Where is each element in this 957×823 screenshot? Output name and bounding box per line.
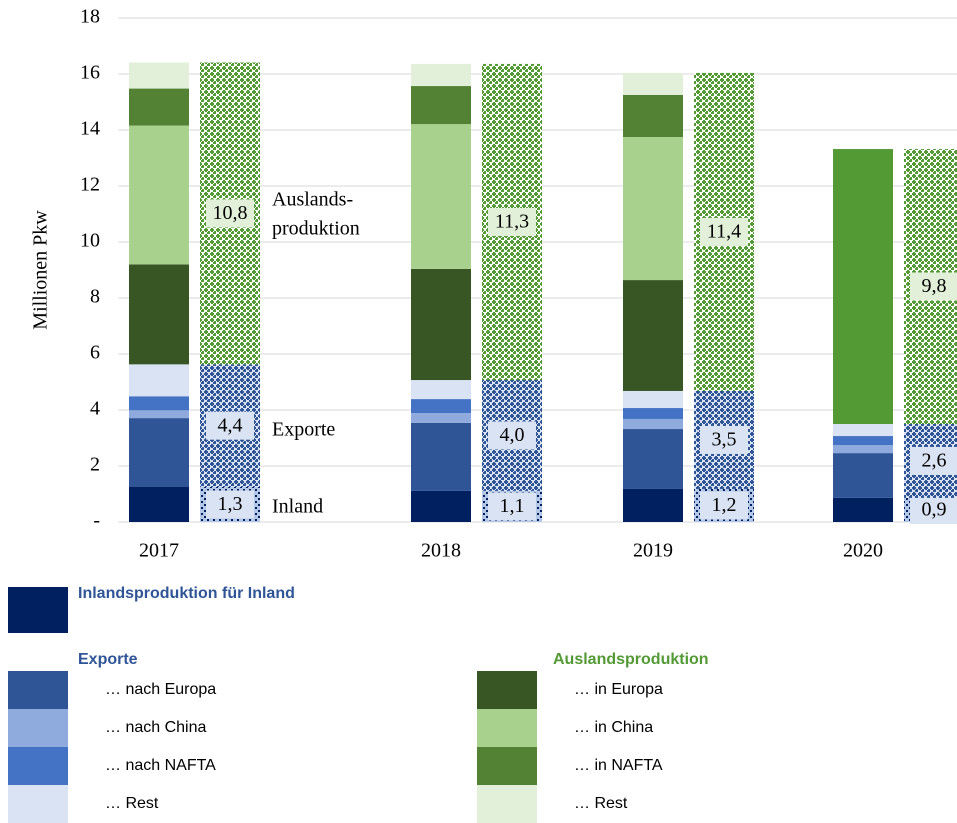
bar-segment: [411, 268, 471, 381]
y-tick-label: 4: [90, 398, 100, 420]
x-tick-label: 2020: [843, 540, 883, 562]
y-tick-label: 16: [80, 62, 100, 84]
bar-segment: [411, 86, 471, 125]
value-label: 11,4: [707, 221, 741, 243]
bar-segment: [623, 488, 683, 522]
value-label: 9,8: [922, 275, 947, 297]
bar-segment: [833, 436, 893, 445]
x-tick-label: 2019: [633, 540, 673, 562]
y-tick-label: 8: [90, 286, 100, 308]
value-label: 11,3: [495, 211, 529, 233]
legend-swatch: [477, 785, 537, 823]
value-label-box: [206, 411, 254, 440]
bar-segment: [623, 95, 683, 137]
bar-segment: [129, 88, 189, 126]
value-label-box: [488, 421, 536, 450]
legend-group-title: Exporte: [78, 651, 138, 668]
legend-swatch: [8, 671, 68, 709]
value-label-box: [700, 425, 748, 454]
bar-segment: [833, 445, 893, 454]
legend-group-title: Auslandsproduktion: [553, 651, 709, 668]
legend-swatch: [477, 709, 537, 747]
x-tick-label: 2017: [139, 540, 179, 562]
legend-label: … nach NAFTA: [105, 757, 216, 774]
value-label-box: [700, 217, 748, 246]
value-label-box: [910, 272, 957, 301]
y-tick-label: -: [93, 510, 100, 532]
bar-segment: [129, 396, 189, 411]
value-label: 4,4: [218, 414, 243, 436]
legend-label: Inlandsproduktion für Inland: [78, 585, 295, 602]
value-label: 2,6: [922, 450, 947, 472]
bar-segment: [129, 264, 189, 365]
bar-segment: [623, 280, 683, 391]
bar-segment: [833, 149, 893, 425]
value-label-box: [488, 207, 536, 236]
bar-segment: [411, 422, 471, 491]
legend-swatch: [477, 747, 537, 785]
bar-segment: [129, 62, 189, 89]
value-label-box: [488, 492, 536, 521]
y-tick-label: 18: [80, 6, 100, 28]
y-tick-label: 10: [80, 230, 100, 252]
bar-segment: [623, 429, 683, 489]
annotation: Exporte: [272, 419, 335, 441]
bar-segment: [129, 487, 189, 522]
value-label-box: [206, 490, 254, 519]
value-label: 3,5: [712, 429, 737, 451]
legend-swatch: [8, 785, 68, 823]
value-label-box: [910, 446, 957, 475]
y-tick-label: 12: [80, 174, 100, 196]
legend-label: … in Europa: [574, 681, 663, 698]
y-axis-label: Millionen Pkw: [30, 210, 52, 330]
y-tick-label: 2: [90, 454, 100, 476]
value-label: 1,1: [500, 495, 525, 517]
bar-segment: [129, 364, 189, 397]
legend-label: … in NAFTA: [574, 757, 663, 774]
annotation: produktion: [272, 218, 360, 240]
bar-segment: [411, 124, 471, 269]
bar-segment: [129, 418, 189, 487]
legend-label: … nach Europa: [105, 681, 216, 698]
bar-segment: [623, 390, 683, 409]
value-label-box: [700, 491, 748, 520]
legend-label: … Rest: [574, 795, 628, 812]
bar-segment: [411, 413, 471, 423]
value-label-box: [910, 495, 957, 524]
bar-segment: [411, 380, 471, 400]
bar-segment: [623, 408, 683, 419]
legend-label: … in China: [574, 719, 653, 736]
bar-segment: [623, 137, 683, 281]
legend-label: … Rest: [105, 795, 159, 812]
annotation: Inland: [272, 496, 323, 518]
bar-segment: [129, 125, 189, 265]
bar-segment: [411, 490, 471, 522]
legend-swatch: [477, 671, 537, 709]
value-label: 1,3: [218, 493, 243, 515]
value-label: 10,8: [213, 202, 248, 224]
legend-label: Inlandsproduktion für Inland: [78, 585, 295, 602]
bar-segment: [411, 399, 471, 414]
bar-segment: [623, 418, 683, 430]
value-label: 0,9: [922, 499, 947, 521]
bar-segment: [129, 410, 189, 419]
bar-segment: [411, 63, 471, 87]
value-label: 1,2: [712, 494, 737, 516]
y-tick-label: 6: [90, 342, 100, 364]
bar-segment: [833, 424, 893, 437]
x-tick-label: 2018: [421, 540, 461, 562]
legend-swatch: [8, 587, 68, 633]
legend-swatch: [8, 709, 68, 747]
value-label: 4,0: [500, 424, 525, 446]
bar-segment: [833, 497, 893, 522]
y-tick-label: 14: [80, 118, 100, 140]
annotation: Auslands-: [272, 189, 353, 211]
value-label-box: [206, 199, 254, 228]
legend-swatch: [8, 747, 68, 785]
legend-label: … nach China: [105, 719, 206, 736]
bar-segment: [623, 72, 683, 95]
bar-segment: [833, 453, 893, 498]
